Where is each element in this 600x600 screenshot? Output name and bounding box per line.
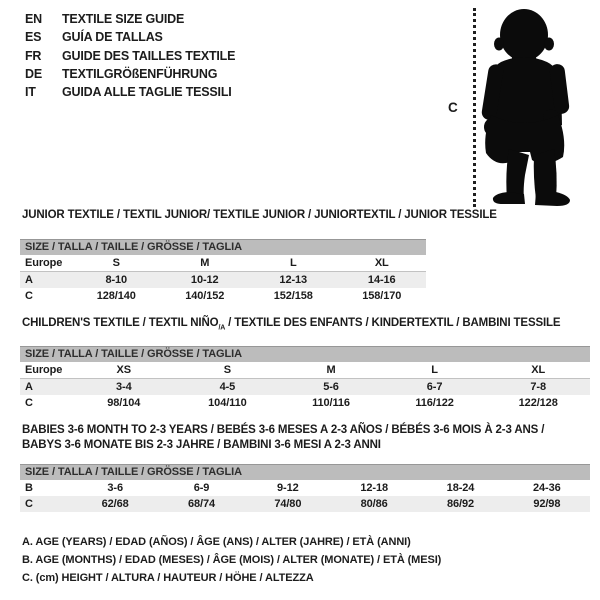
baby-silhouette-icon xyxy=(481,9,570,206)
size-cell: 5-6 xyxy=(323,381,339,393)
size-cell: 6-7 xyxy=(426,381,443,393)
size-cell: 128/140 xyxy=(96,290,136,302)
table-row: Europe XS S M L XL xyxy=(20,362,590,379)
language-title: GUIDE DES TAILLES TEXTILE xyxy=(62,48,236,63)
children-title-subscript: /A xyxy=(218,324,226,332)
size-cell: 7-8 xyxy=(530,381,546,393)
babies-size-table: SIZE / TALLA / TAILLE / GRÖSSE / TAGLIA … xyxy=(20,464,590,512)
table-row: A 3-4 4-5 5-6 6-7 7-8 xyxy=(20,379,590,395)
row-label: B xyxy=(25,482,33,494)
language-title: TEXTILE SIZE GUIDE xyxy=(62,12,185,26)
size-cell: 3-4 xyxy=(115,381,132,393)
size-cell: 140/152 xyxy=(185,290,225,302)
table-row: C 128/140 140/152 152/158 158/170 xyxy=(20,288,426,304)
table-row: B 3-6 6-9 9-12 12-18 18-24 24-36 xyxy=(20,480,590,496)
language-title: GUIDA ALLE TAGLIE TESSILI xyxy=(62,85,232,100)
size-cell: 104/110 xyxy=(208,397,247,409)
size-cell: 6-9 xyxy=(193,482,210,494)
size-cell: XS xyxy=(116,364,132,376)
language-row: FR GUIDE DES TAILLES TEXTILE xyxy=(25,47,235,65)
size-cell: 122/128 xyxy=(518,397,558,409)
size-cell: S xyxy=(112,257,120,269)
size-cell: M xyxy=(326,364,336,376)
babies-section-title: BABIES 3-6 MONTH TO 2-3 YEARS / BEBÉS 3-… xyxy=(22,423,544,453)
children-title-post: / TEXTILE DES ENFANTS / KINDERTEXTIL / B… xyxy=(225,317,561,329)
language-row: EN TEXTILE SIZE GUIDE xyxy=(25,10,235,28)
row-label: C xyxy=(25,397,33,409)
size-cell: 116/122 xyxy=(415,397,454,409)
height-marker-line xyxy=(473,8,476,207)
size-cell: XL xyxy=(374,257,389,269)
table-row: C 62/68 68/74 74/80 80/86 86/92 92/98 xyxy=(20,496,590,512)
children-size-header: SIZE / TALLA / TAILLE / GRÖSSE / TAGLIA xyxy=(20,346,590,362)
footnotes: A. AGE (YEARS) / EDAD (AÑOS) / ÂGE (ANS)… xyxy=(22,534,441,587)
size-cell: 9-12 xyxy=(277,482,299,494)
height-marker-label: C xyxy=(448,100,458,115)
babies-title-line1: BABIES 3-6 MONTH TO 2-3 YEARS / BEBÉS 3-… xyxy=(22,424,545,436)
size-cell: 86/92 xyxy=(446,498,474,510)
size-cell: 10-12 xyxy=(190,274,219,286)
footnote-age-years: A. AGE (YEARS) / EDAD (AÑOS) / ÂGE (ANS)… xyxy=(22,536,411,548)
size-cell: 4-5 xyxy=(219,381,236,393)
language-code: EN xyxy=(25,12,42,26)
language-code: IT xyxy=(25,85,36,100)
table-row: A 8-10 10-12 12-13 14-16 xyxy=(20,272,426,288)
table-row: Europe S M L XL xyxy=(20,255,426,272)
language-title: TEXTILGRÖßENFÜHRUNG xyxy=(62,66,218,81)
size-cell: S xyxy=(223,364,232,376)
size-cell: 12-18 xyxy=(360,482,388,494)
language-title: GUÍA DE TALLAS xyxy=(62,30,163,45)
babies-size-header: SIZE / TALLA / TAILLE / GRÖSSE / TAGLIA xyxy=(20,464,590,480)
table-row: C 98/104 104/110 110/116 116/122 122/128 xyxy=(20,395,590,411)
size-cell: 12-13 xyxy=(279,274,308,286)
size-cell: 110/116 xyxy=(312,397,350,409)
size-cell: 24-36 xyxy=(533,482,561,494)
size-cell: 98/104 xyxy=(107,397,141,409)
babies-title-line2: BABYS 3-6 MONATE BIS 2-3 JAHRE / BAMBINI… xyxy=(22,439,381,451)
footnote-age-months: B. AGE (MONTHS) / EDAD (MESES) / ÂGE (MO… xyxy=(22,553,442,566)
row-label: C xyxy=(25,290,33,302)
row-label: Europe xyxy=(25,364,63,376)
language-code: ES xyxy=(25,30,42,45)
size-cell: L xyxy=(431,364,438,376)
size-cell: M xyxy=(200,257,210,269)
junior-section-title: JUNIOR TEXTILE / TEXTIL JUNIOR/ TEXTILE … xyxy=(22,209,497,221)
junior-size-table: SIZE / TALLA / TAILLE / GRÖSSE / TAGLIA … xyxy=(20,239,426,304)
row-label: A xyxy=(25,381,33,393)
size-cell: 14-16 xyxy=(367,274,396,286)
footnote-height: C. (cm) HEIGHT / ALTURA / HAUTEUR / HÖHE… xyxy=(22,571,314,584)
size-cell: 8-10 xyxy=(105,274,128,286)
size-cell: 68/74 xyxy=(187,498,215,510)
language-header: EN TEXTILE SIZE GUIDE ES GUÍA DE TALLAS … xyxy=(25,10,235,101)
language-code: FR xyxy=(25,48,42,63)
size-cell: 92/98 xyxy=(533,498,561,510)
size-cell: 80/86 xyxy=(360,498,388,510)
size-cell: 152/158 xyxy=(273,290,313,302)
size-cell: 18-24 xyxy=(446,482,475,494)
children-section-title: CHILDREN'S TEXTILE / TEXTIL NIÑO/A / TEX… xyxy=(22,317,561,332)
size-cell: XL xyxy=(531,364,546,376)
children-size-table: SIZE / TALLA / TAILLE / GRÖSSE / TAGLIA … xyxy=(20,346,590,411)
row-label: C xyxy=(25,498,33,510)
row-label: A xyxy=(25,274,33,286)
size-cell: 3-6 xyxy=(107,482,123,494)
size-cell: 158/170 xyxy=(362,290,402,302)
language-row: DE TEXTILGRÖßENFÜHRUNG xyxy=(25,65,235,83)
language-code: DE xyxy=(25,66,42,81)
size-cell: 74/80 xyxy=(274,498,302,510)
size-cell: L xyxy=(289,257,297,269)
junior-size-header: SIZE / TALLA / TAILLE / GRÖSSE / TAGLIA xyxy=(20,239,426,255)
row-label: Europe xyxy=(25,257,63,269)
size-cell: 62/68 xyxy=(101,498,129,510)
language-row: IT GUIDA ALLE TAGLIE TESSILI xyxy=(25,83,235,101)
language-row: ES GUÍA DE TALLAS xyxy=(25,28,235,46)
children-title-pre: CHILDREN'S TEXTILE / TEXTIL NIÑO xyxy=(22,317,219,329)
